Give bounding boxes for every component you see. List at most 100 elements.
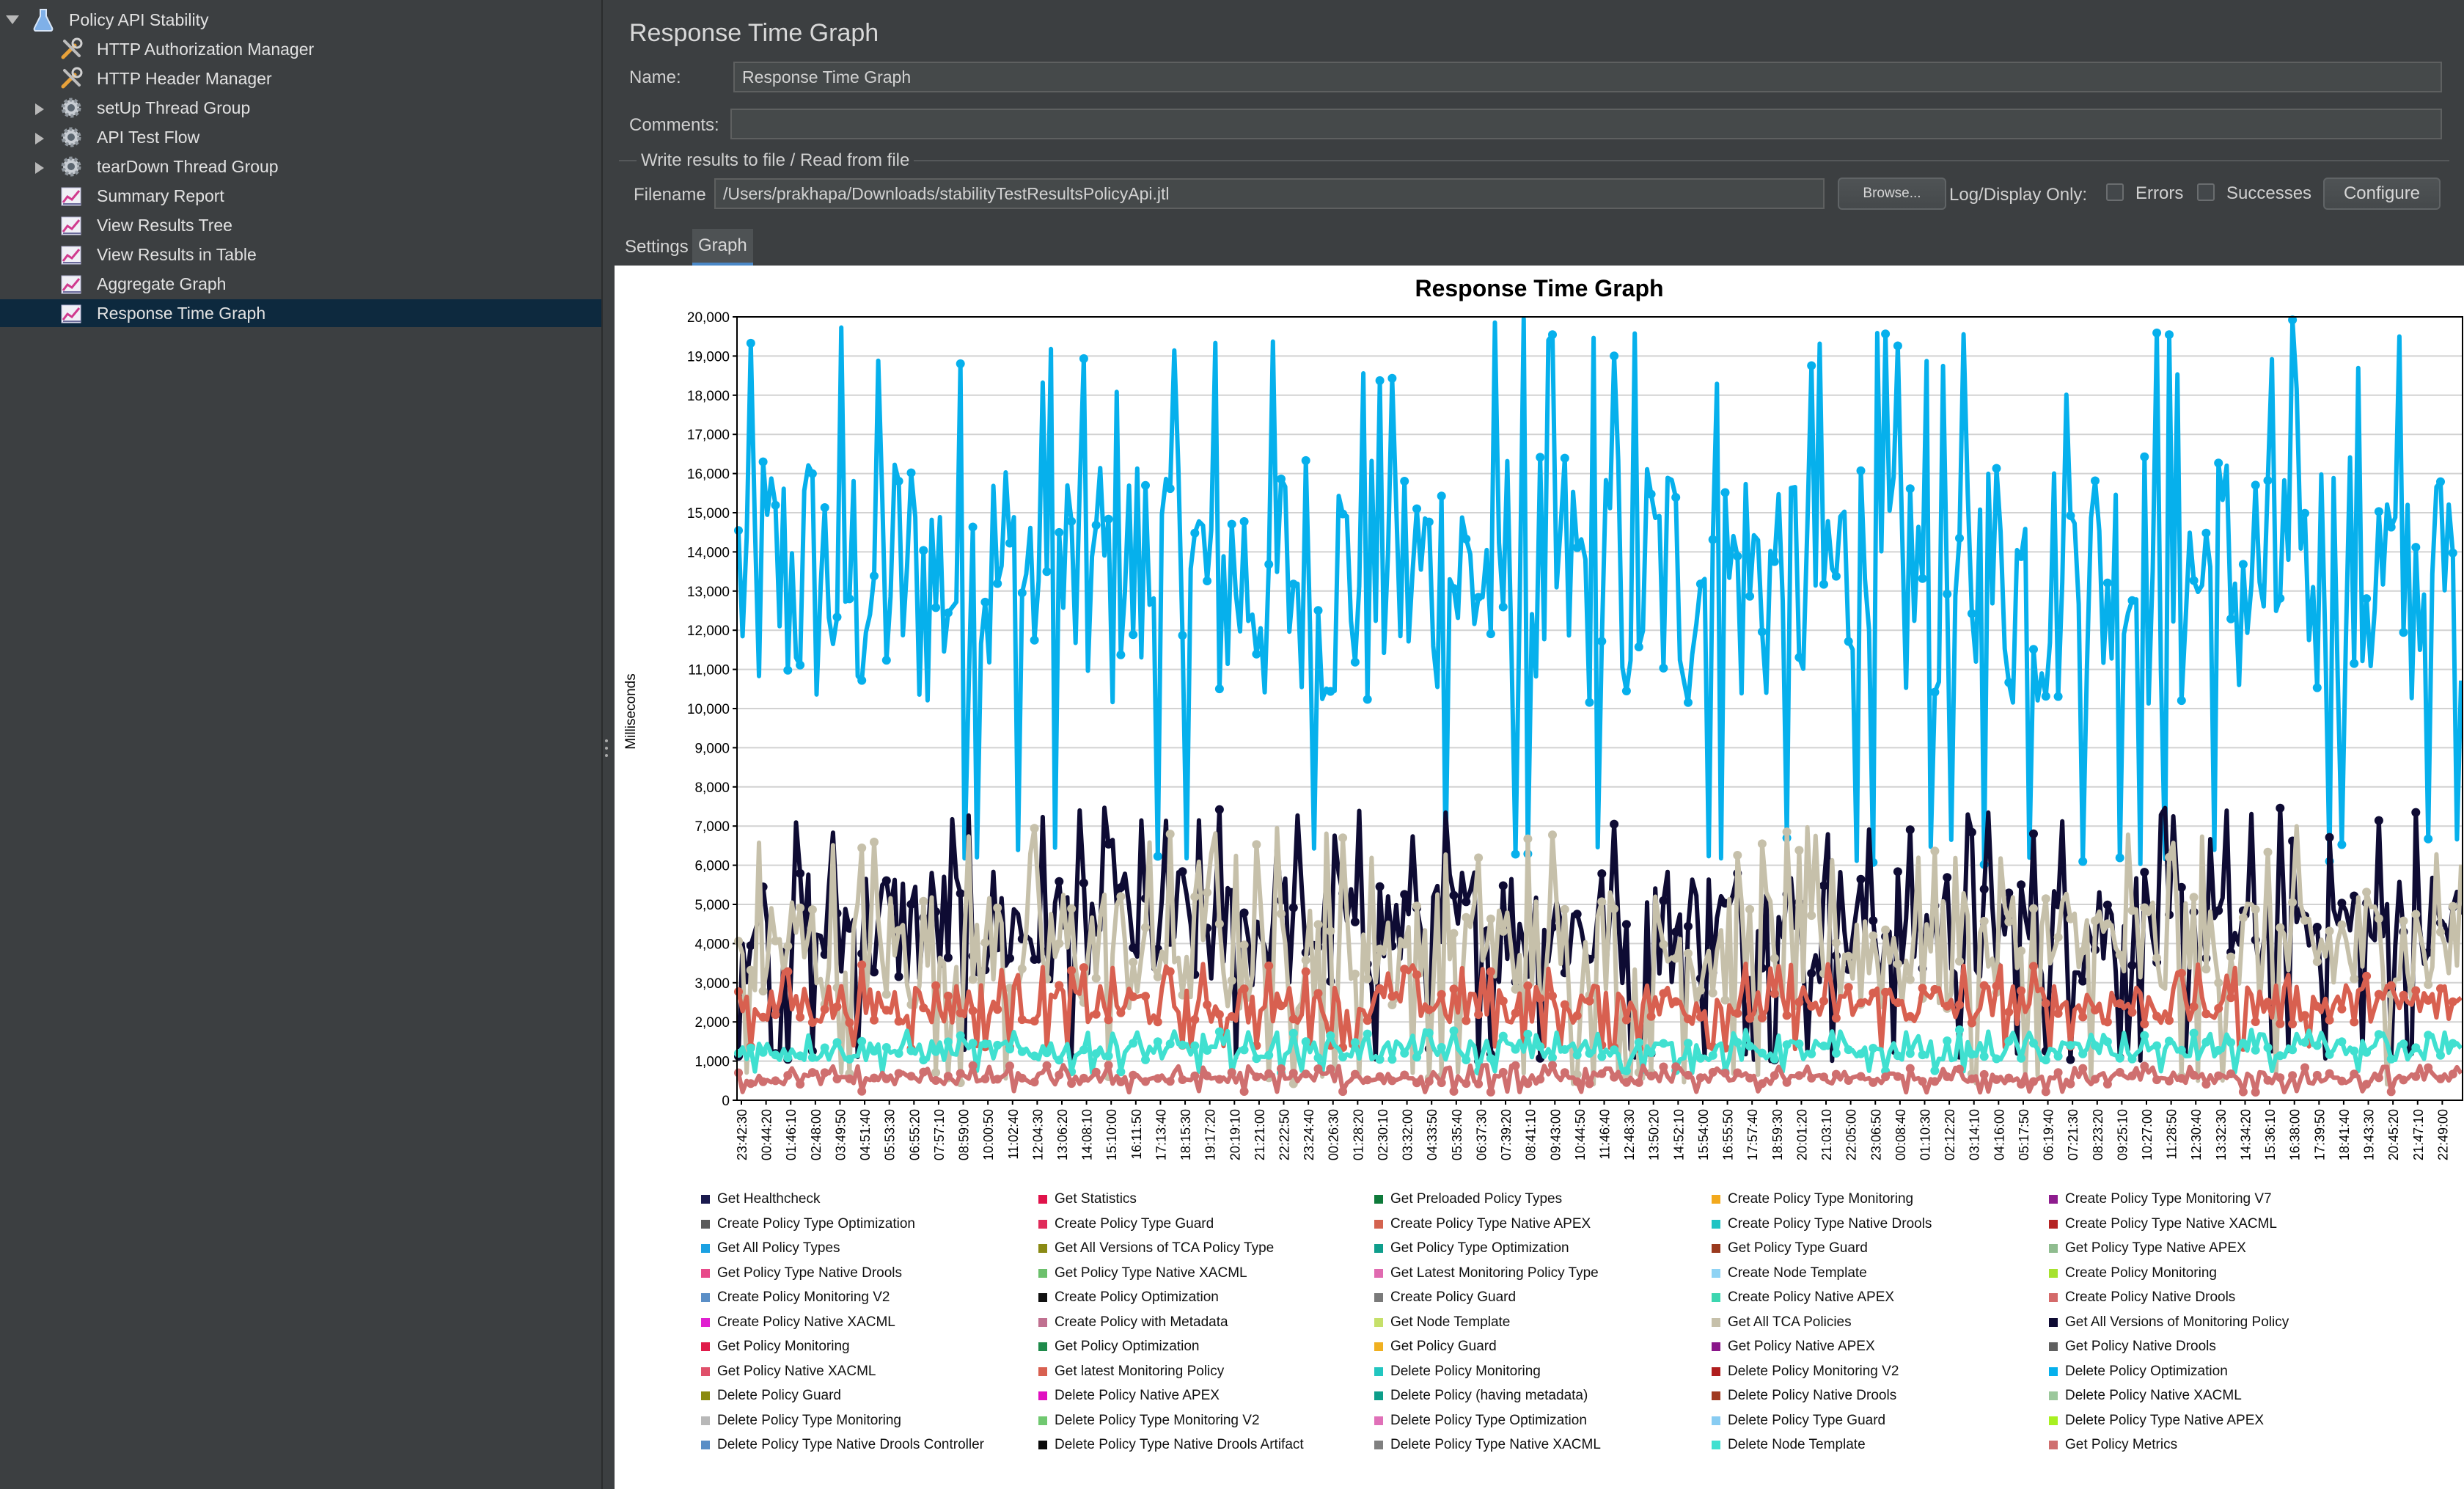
legend-item: Get Policy Type Native APEX	[2049, 1240, 2246, 1256]
test-plan-tree: Policy API Stability HTTP Authorization M…	[0, 0, 603, 1489]
legend-item: Get Preloaded Policy Types	[1374, 1191, 1562, 1207]
x-tick-label: 23:24:40	[1302, 1109, 1316, 1160]
legend-swatch	[701, 1391, 710, 1400]
legend-item: Get Healthcheck	[701, 1191, 820, 1207]
legend-label: Create Node Template	[1728, 1265, 1867, 1281]
file-section-title: Write results to file / Read from file	[637, 150, 914, 171]
x-tick-label: 10:27:00	[2140, 1109, 2155, 1160]
legend-swatch	[1374, 1268, 1383, 1278]
errors-checkbox[interactable]	[2106, 183, 2124, 201]
x-tick-label: 17:39:50	[2312, 1109, 2327, 1160]
x-tick-label: 07:21:30	[2066, 1109, 2080, 1160]
tree-item-policy-api-stability[interactable]: Policy API Stability	[0, 6, 601, 34]
legend-label: Get Policy Type Guard	[1728, 1240, 1868, 1256]
tree-item-view-results-in-table[interactable]: View Results in Table	[0, 241, 601, 268]
tab-graph[interactable]: Graph	[692, 229, 753, 266]
tree-item-http-authorization-manager[interactable]: HTTP Authorization Manager	[0, 35, 601, 63]
x-tick-label: 11:28:50	[2165, 1109, 2179, 1160]
panel-splitter[interactable]	[603, 0, 610, 1489]
x-tick-label: 18:15:30	[1178, 1109, 1193, 1160]
tree-item-response-time-graph[interactable]: Response Time Graph	[0, 299, 601, 327]
tree-item-setup-thread-group[interactable]: setUp Thread Group	[0, 94, 601, 122]
x-tick-label: 22:49:00	[2435, 1109, 2450, 1160]
x-tick-label: 07:39:20	[1499, 1109, 1514, 1160]
tree-item-label: tearDown Thread Group	[97, 156, 279, 176]
legend-item: Get Policy Native XACML	[701, 1364, 876, 1380]
legend-label: Delete Policy Monitoring V2	[1728, 1363, 1899, 1379]
legend-item: Delete Policy Type Optimization	[1374, 1413, 1587, 1429]
tree-item-teardown-thread-group[interactable]: tearDown Thread Group	[0, 153, 601, 180]
successes-checkbox[interactable]	[2197, 183, 2215, 201]
filename-label: Filename	[634, 185, 706, 205]
legend-swatch	[1374, 1317, 1383, 1327]
legend-label: Delete Policy Native Drools	[1728, 1388, 1897, 1403]
legend-item: Get All Policy Types	[701, 1240, 840, 1256]
legend-item: Create Policy Guard	[1374, 1289, 1516, 1306]
legend-label: Get latest Monitoring Policy	[1055, 1363, 1225, 1379]
legend-swatch	[1038, 1293, 1047, 1302]
x-tick-label: 06:37:30	[1474, 1109, 1489, 1160]
legend-label: Delete Policy Native XACML	[2065, 1388, 2242, 1403]
comments-field[interactable]	[730, 109, 2442, 139]
legend-label: Create Policy Guard	[1390, 1289, 1517, 1305]
legend-swatch	[1038, 1219, 1047, 1229]
legend-label: Delete Policy Type Native APEX	[2065, 1412, 2265, 1428]
legend-label: Get Statistics	[1055, 1191, 1137, 1207]
x-tick-label: 18:41:40	[2337, 1109, 2352, 1160]
tree-item-http-header-manager[interactable]: HTTP Header Manager	[0, 65, 601, 92]
x-tick-label: 14:34:20	[2238, 1109, 2253, 1160]
y-tick-label: 8,000	[694, 780, 730, 796]
legend-label: Delete Policy Guard	[717, 1388, 841, 1403]
legend-item: Get Policy Guard	[1374, 1339, 1497, 1355]
x-tick-label: 10:44:50	[1573, 1109, 1588, 1160]
configure-button[interactable]: Configure	[2323, 178, 2441, 210]
legend-label: Create Policy Type Native Drools	[1728, 1215, 1932, 1232]
y-tick-label: 1,000	[694, 1055, 730, 1070]
x-tick-label: 08:41:10	[1524, 1109, 1539, 1160]
series-line	[736, 1028, 2463, 1075]
legend-label: Create Policy Type Monitoring V7	[2065, 1191, 2272, 1207]
y-tick-label: 15,000	[687, 506, 730, 522]
legend-label: Get Policy Monitoring	[717, 1339, 850, 1354]
expand-right-icon[interactable]	[35, 162, 44, 174]
x-tick-label: 21:21:00	[1253, 1109, 1267, 1160]
legend-swatch	[2049, 1367, 2058, 1376]
x-tick-label: 12:30:40	[2189, 1109, 2204, 1160]
legend-item: Get All TCA Policies	[1712, 1314, 1852, 1331]
y-tick-label: 19,000	[687, 349, 730, 365]
legend-item: Create Policy Native APEX	[1712, 1289, 1894, 1306]
expand-right-icon[interactable]	[35, 103, 44, 115]
legend-swatch	[1038, 1317, 1047, 1327]
browse-button[interactable]: Browse...	[1838, 178, 1946, 210]
tree-item-aggregate-graph[interactable]: Aggregate Graph	[0, 270, 601, 298]
expand-down-icon[interactable]	[6, 15, 19, 24]
legend-item: Delete Policy Type Native APEX	[2049, 1413, 2264, 1429]
legend-swatch	[1712, 1293, 1720, 1302]
expand-right-icon[interactable]	[35, 133, 44, 144]
x-tick-label: 13:06:20	[1055, 1109, 1070, 1160]
legend-item: Create Policy Type Guard	[1038, 1216, 1214, 1232]
tab-settings[interactable]: Settings	[625, 237, 689, 257]
legend-label: Create Policy Native XACML	[717, 1314, 895, 1330]
tree-item-summary-report[interactable]: Summary Report	[0, 182, 601, 210]
series-delete-policy-optimization	[734, 315, 2463, 869]
x-tick-label: 08:59:00	[957, 1109, 972, 1160]
x-tick-label: 23:42:30	[735, 1109, 749, 1160]
tree-item-api-test-flow[interactable]: API Test Flow	[0, 123, 601, 151]
series-get-latest-monitoring-policy	[734, 960, 2463, 1053]
tree-item-view-results-tree[interactable]: View Results Tree	[0, 211, 601, 239]
y-tick-label: 12,000	[687, 623, 730, 639]
legend-item: Get Policy Metrics	[2049, 1437, 2177, 1453]
x-tick-label: 15:36:10	[2263, 1109, 2278, 1160]
legend-label: Get All Versions of TCA Policy Type	[1055, 1240, 1275, 1256]
x-tick-label: 16:55:50	[1721, 1109, 1736, 1160]
tree-item-label: HTTP Header Manager	[97, 68, 272, 88]
x-tick-label: 01:28:20	[1351, 1109, 1365, 1160]
name-field[interactable]	[733, 62, 2442, 92]
filename-field[interactable]	[714, 178, 1825, 209]
legend-item: Get Policy Native Drools	[2049, 1339, 2216, 1355]
x-tick-label: 04:33:50	[1425, 1109, 1440, 1160]
legend-swatch	[2049, 1416, 2058, 1425]
x-tick-label: 01:46:10	[784, 1109, 799, 1160]
legend-item: Create Policy Type Native APEX	[1374, 1216, 1591, 1232]
